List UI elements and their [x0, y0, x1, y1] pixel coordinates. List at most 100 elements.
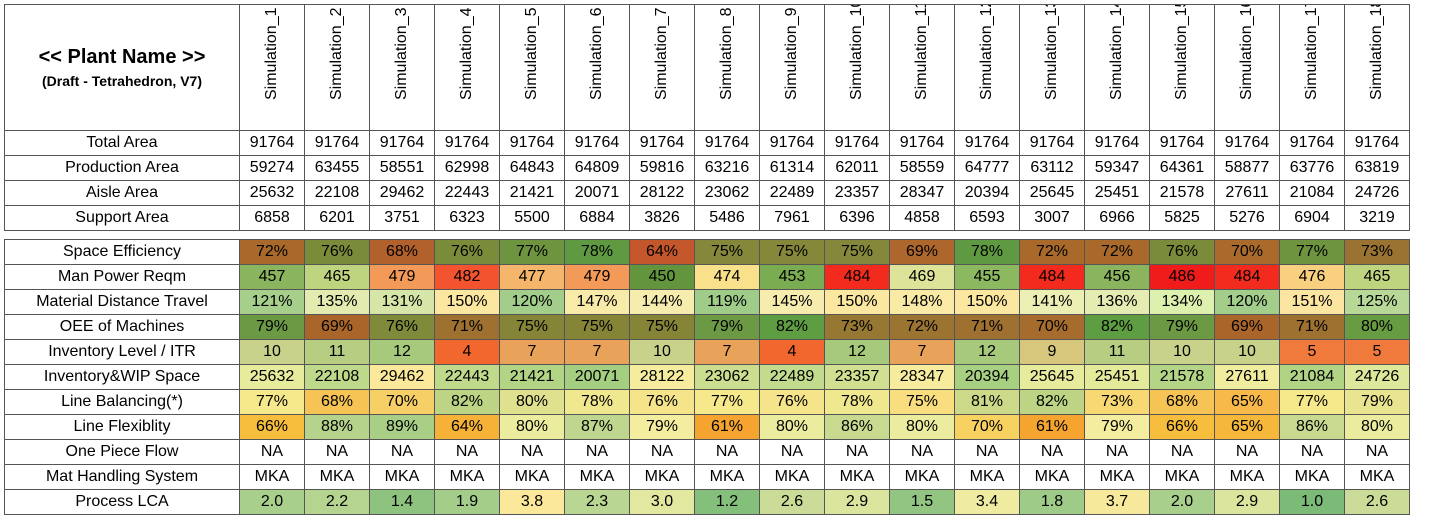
table-cell: 141% — [1019, 289, 1085, 315]
simulation-header: Simulation_10 — [824, 4, 890, 131]
table-cell: 465 — [304, 264, 370, 290]
table-cell: 10 — [629, 339, 695, 365]
table-cell: 450 — [629, 264, 695, 290]
table-cell: 76% — [759, 389, 825, 415]
table-cell: 11 — [1084, 339, 1150, 365]
table-cell: 68% — [304, 389, 370, 415]
table-cell: 79% — [239, 314, 305, 340]
table-cell: 2.9 — [1214, 489, 1280, 515]
table-row: Material Distance Travel 121% 135% 131% 150%… — [4, 289, 1410, 315]
table-cell: 91764 — [1084, 130, 1150, 156]
table-cell: 23357 — [824, 180, 890, 206]
simulation-header: Simulation_14 — [1084, 4, 1150, 131]
table-cell: 58551 — [369, 155, 435, 181]
table-cell: MKA — [1344, 464, 1410, 490]
table-cell: 121% — [239, 289, 305, 315]
table-cell: 479 — [369, 264, 435, 290]
table-cell: 5 — [1279, 339, 1345, 365]
table-cell: 79% — [1149, 314, 1215, 340]
row-label: Production Area — [4, 155, 240, 181]
table-cell: 76% — [629, 389, 695, 415]
table-cell: 63776 — [1279, 155, 1345, 181]
table-cell: 1.8 — [1019, 489, 1085, 515]
table-cell: 65% — [1214, 414, 1280, 440]
table-cell: 61314 — [759, 155, 825, 181]
simulation-header-label: Simulation_14 — [1108, 4, 1125, 101]
table-cell: 22489 — [759, 180, 825, 206]
table-cell: NA — [564, 439, 630, 465]
row-label: One Piece Flow — [4, 439, 240, 465]
table-cell: 78% — [564, 239, 630, 265]
table-cell: 151% — [1279, 289, 1345, 315]
simulation-header: Simulation_9 — [759, 4, 825, 131]
table-cell: 75% — [759, 239, 825, 265]
table-cell: 73% — [824, 314, 890, 340]
table-cell: 64% — [434, 414, 500, 440]
table-cell: NA — [1084, 439, 1150, 465]
table-cell: 75% — [889, 389, 955, 415]
table-cell: 77% — [1279, 239, 1345, 265]
table-cell: 6884 — [564, 205, 630, 231]
simulation-header-label: Simulation_4 — [458, 7, 475, 101]
table-cell: 25645 — [1019, 364, 1085, 390]
table-cell: 70% — [369, 389, 435, 415]
table-cell: 68% — [1149, 389, 1215, 415]
table-cell: MKA — [1019, 464, 1085, 490]
table-cell: 131% — [369, 289, 435, 315]
simulation-header: Simulation_3 — [369, 4, 435, 131]
table-cell: 79% — [1344, 389, 1410, 415]
table-cell: NA — [1214, 439, 1280, 465]
table-cell: 79% — [1084, 414, 1150, 440]
table-cell: 23062 — [694, 364, 760, 390]
table-cell: 3751 — [369, 205, 435, 231]
row-label: Process LCA — [4, 489, 240, 515]
table-cell: 12 — [369, 339, 435, 365]
table-cell: 6858 — [239, 205, 305, 231]
table-cell: 2.6 — [1344, 489, 1410, 515]
table-row: Line Balancing(*) 77% 68% 70% 82% 80% 78% 76% 77… — [4, 389, 1410, 415]
table-cell: MKA — [889, 464, 955, 490]
table-cell: 73% — [1084, 389, 1150, 415]
table-cell: 2.2 — [304, 489, 370, 515]
table-cell: 75% — [499, 314, 565, 340]
table-cell: 62011 — [824, 155, 890, 181]
table-cell: 456 — [1084, 264, 1150, 290]
table-cell: 91764 — [434, 130, 500, 156]
table-cell: MKA — [1084, 464, 1150, 490]
table-cell: 20071 — [564, 180, 630, 206]
table-cell: 21084 — [1279, 180, 1345, 206]
table-cell: 484 — [1214, 264, 1280, 290]
table-row: Mat Handling System MKA MKA MKA MKA MKA MKA MKA… — [4, 464, 1410, 490]
simulation-header-label: Simulation_18 — [1368, 4, 1385, 101]
table-cell: 59274 — [239, 155, 305, 181]
table-cell: 66% — [1149, 414, 1215, 440]
table-cell: 476 — [1279, 264, 1345, 290]
table-cell: 59816 — [629, 155, 695, 181]
simulation-header: Simulation_13 — [1019, 4, 1085, 131]
table-cell: 484 — [824, 264, 890, 290]
table-row: Aisle Area 25632 22108 29462 22443 21421 20071… — [4, 180, 1410, 206]
simulation-header-label: Simulation_15 — [1173, 4, 1190, 101]
table-cell: 28347 — [889, 364, 955, 390]
table-cell: 91764 — [694, 130, 760, 156]
table-cell: 125% — [1344, 289, 1410, 315]
table-row: Support Area 6858 6201 3751 6323 5500 6884 3826… — [4, 205, 1410, 231]
table-cell: 73% — [1344, 239, 1410, 265]
table-cell: 5276 — [1214, 205, 1280, 231]
table-cell: 455 — [954, 264, 1020, 290]
table-cell: NA — [239, 439, 305, 465]
simulation-header: Simulation_16 — [1214, 4, 1280, 131]
table-cell: 477 — [499, 264, 565, 290]
table-cell: 28122 — [629, 180, 695, 206]
table-cell: 91764 — [369, 130, 435, 156]
table-cell: MKA — [1149, 464, 1215, 490]
row-label: Aisle Area — [4, 180, 240, 206]
table-cell: 82% — [1084, 314, 1150, 340]
table-cell: 5500 — [499, 205, 565, 231]
table-cell: 91764 — [564, 130, 630, 156]
table-cell: 27611 — [1214, 364, 1280, 390]
simulation-header-label: Simulation_10 — [848, 4, 865, 101]
table-cell: 5825 — [1149, 205, 1215, 231]
table-cell: 80% — [1344, 414, 1410, 440]
table-cell: 22108 — [304, 364, 370, 390]
